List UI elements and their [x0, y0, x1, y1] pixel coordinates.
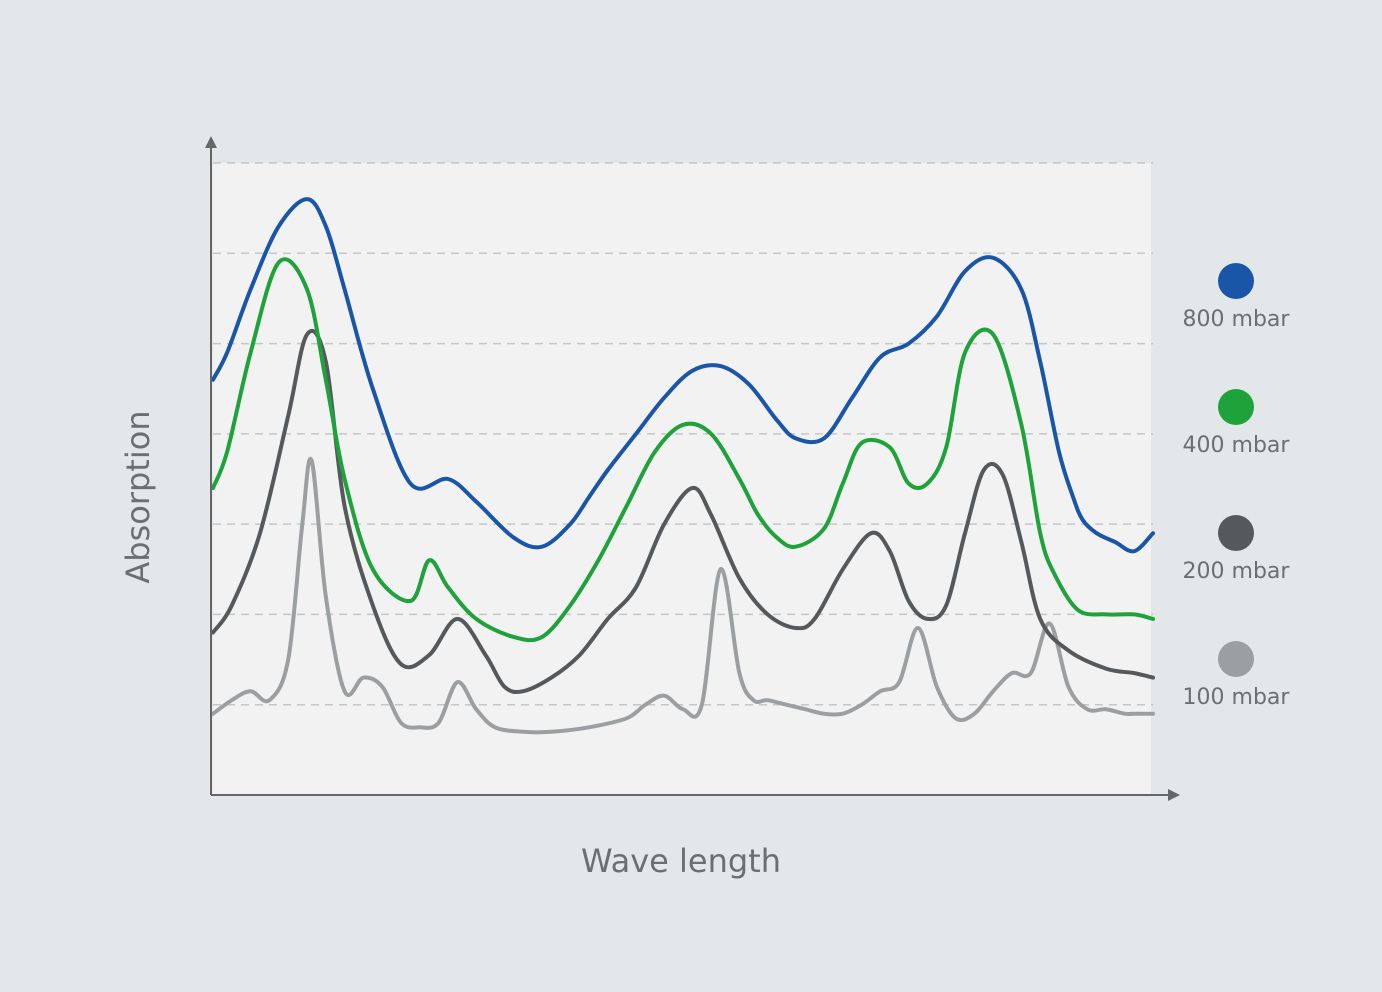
legend-label-1: 400 mbar: [1183, 433, 1291, 458]
legend-marker-2: [1218, 515, 1254, 551]
x-axis-arrow-icon: [1168, 789, 1180, 801]
legend: 800 mbar 400 mbar 200 mbar 100 mbar: [1183, 263, 1291, 710]
y-axis-arrow-icon: [205, 136, 217, 148]
x-axis-label: Wave length: [581, 842, 781, 880]
series-line-0: [211, 197, 1155, 554]
y-axis-label: Absorption: [119, 410, 157, 583]
legend-label-0: 800 mbar: [1183, 307, 1291, 332]
series-lines: [211, 197, 1155, 735]
legend-label-3: 100 mbar: [1183, 685, 1291, 710]
series-line-3: [211, 456, 1155, 735]
series-line-1: [211, 257, 1155, 643]
series-line-2: [211, 328, 1155, 695]
legend-label-2: 200 mbar: [1183, 559, 1291, 584]
legend-marker-1: [1218, 389, 1254, 425]
axes: [205, 136, 1180, 801]
grid-lines: [213, 162, 1153, 706]
legend-marker-3: [1218, 641, 1254, 677]
plot-background: [213, 163, 1151, 795]
legend-marker-0: [1218, 263, 1254, 299]
